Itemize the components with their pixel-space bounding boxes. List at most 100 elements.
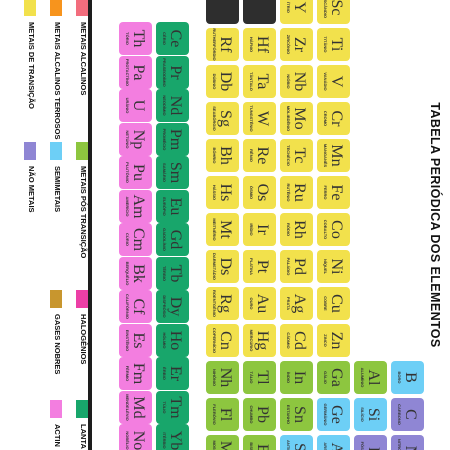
element-tile-cu[interactable]: Cu COBRE [317, 287, 350, 320]
element-tile-db[interactable]: Db DÚBNIO [206, 65, 239, 98]
element-tile-rg[interactable]: Rg ROENTGÊNIO [206, 287, 239, 320]
element-tile-dy[interactable]: Dy DISPRÓSIO [156, 290, 189, 323]
element-tile-cn[interactable]: Cn COPERNÍCIO [206, 324, 239, 357]
element-tile-as[interactable]: AsARSÊNIO [317, 435, 350, 450]
element-tile-tb[interactable]: Tb TÉRBIO [156, 256, 189, 290]
element-tile-y[interactable]: Y ÍTRIO [280, 0, 313, 24]
element-tile-w[interactable]: W TUNGSTÊNIO [243, 102, 276, 135]
element-tile-md[interactable]: Md MENDELÉVIO [119, 390, 152, 424]
element-tile-nh[interactable]: Nh NIHÔNIO [206, 361, 239, 394]
element-tile-bh[interactable]: Bh BÓHRIO [206, 139, 239, 172]
element-tile-hf[interactable]: Hf HÁFNIO [243, 28, 276, 61]
element-tile-co[interactable]: Co COBALTO [317, 213, 350, 246]
element-tile-pm[interactable]: Pm PROMÉCIO [156, 122, 189, 156]
tile-content: Fl FLERÓVIO [206, 398, 239, 431]
element-tile-pd[interactable]: Pd PALÁDIO [280, 250, 313, 283]
element-tile-am[interactable]: Am AMERÍCIO [119, 189, 152, 223]
element-tile-cf[interactable]: Cf CALIFÓRNIO [119, 290, 152, 323]
tile-content: Nb NIÓBIO [280, 65, 313, 98]
element-tile-c[interactable]: C CARBONO [391, 398, 424, 431]
element-tile-ru[interactable]: Ru RUTÊNIO [280, 176, 313, 209]
element-tile-es[interactable]: Es EINSTÊNIO [119, 323, 152, 357]
tile-content: Dy DISPRÓSIO [156, 290, 189, 323]
element-tile-os[interactable]: Os ÓSMIO [243, 176, 276, 209]
element-symbol: Fe [328, 184, 345, 201]
element-tile-ni[interactable]: Ni NÍQUEL [317, 250, 350, 283]
element-tile-v[interactable]: V VANÁDIO [317, 65, 350, 98]
element-tile-al[interactable]: Al ALUMÍNIO [354, 361, 387, 394]
element-tile-sc[interactable]: Sc ESCÂNDIO [317, 0, 350, 24]
element-tile-blank[interactable] [206, 0, 239, 24]
element-name: ÍNDIO [286, 371, 291, 384]
element-tile-fl[interactable]: Fl FLERÓVIO [206, 398, 239, 431]
element-tile-hs[interactable]: Hs HÁSSIO [206, 176, 239, 209]
element-tile-sg[interactable]: Sg SEABÓRGIO [206, 102, 239, 135]
tile-content: B BORO [391, 361, 424, 394]
element-tile-pr[interactable]: Pr PRASEODÍMIO [156, 55, 189, 89]
element-tile-th[interactable]: Th TÓRIO [119, 22, 152, 55]
element-tile-zr[interactable]: Zr ZIRCÔNIO [280, 28, 313, 61]
element-tile-re[interactable]: Re RÊNIO [243, 139, 276, 172]
element-tile-ge[interactable]: Ge GERMÂNIO [317, 398, 350, 431]
element-tile-pu[interactable]: Pu PLUTÔNIO [119, 156, 152, 189]
legend-swatch [76, 290, 88, 308]
element-tile-no[interactable]: No NOBÉLIO [119, 424, 152, 450]
element-tile-sb[interactable]: SbANTIMÔNIO [280, 435, 313, 450]
element-tile-hg[interactable]: Hg MERCÚRIO [243, 324, 276, 357]
element-tile-nb[interactable]: Nb NIÓBIO [280, 65, 313, 98]
element-name: PLUTÔNIO [125, 162, 130, 183]
element-tile-tm[interactable]: Tm TÚLIO [156, 390, 189, 424]
element-tile-au[interactable]: Au OURO [243, 287, 276, 320]
element-tile-cr[interactable]: Cr CROMO [317, 102, 350, 135]
element-tile-ce[interactable]: Ce CÉRIO [156, 22, 189, 55]
element-tile-cm[interactable]: Cm CÚRIO [119, 223, 152, 256]
tile-content: W TUNGSTÊNIO [243, 102, 276, 135]
element-tile-fe[interactable]: Fe FERRO [317, 176, 350, 209]
element-tile-mc[interactable]: McMOSCÓVIO [206, 435, 239, 450]
element-tile-n[interactable]: NNITROGÊNIO [391, 435, 424, 450]
element-tile-ir[interactable]: Ir IRÍDIO [243, 213, 276, 246]
element-tile-pt[interactable]: Pt PLATINA [243, 250, 276, 283]
element-name: VANÁDIO [323, 72, 328, 91]
element-tile-sn[interactable]: Sn ESTANHO [280, 398, 313, 431]
element-tile-np[interactable]: Np NETÚNIO [119, 122, 152, 156]
element-tile-eu[interactable]: Eu EURÓPIO [156, 189, 189, 223]
tile-content: Am AMERÍCIO [119, 190, 152, 223]
element-tile-yb[interactable]: Yb ITÉRBIO [156, 424, 189, 450]
tile-content: Np NETÚNIO [119, 123, 152, 156]
element-tile-bi[interactable]: BiBISMUTO [243, 435, 276, 450]
element-tile-ag[interactable]: Ag PRATA [280, 287, 313, 320]
element-tile-pb[interactable]: Pb CHUMBO [243, 398, 276, 431]
element-tile-mn[interactable]: Mn MANGANÊS [317, 139, 350, 172]
element-tile-ds[interactable]: Ds DARMSTÁDIO [206, 250, 239, 283]
element-name: TÁLIO [249, 371, 254, 384]
element-tile-p[interactable]: PFÓSFORO [354, 435, 387, 450]
element-name: CROMO [323, 110, 328, 127]
element-tile-in[interactable]: In ÍNDIO [280, 361, 313, 394]
element-tile-rh[interactable]: Rh RÓDIO [280, 213, 313, 246]
element-tile-ti[interactable]: Ti TITÂNIO [317, 28, 350, 61]
element-tile-fm[interactable]: Fm FÉRMIO [119, 357, 152, 390]
element-symbol: Eu [167, 197, 184, 215]
element-tile-ga[interactable]: Ga GÁLIO [317, 361, 350, 394]
element-tile-sm[interactable]: Sm SAMÁRIO [156, 156, 189, 189]
element-tile-blank[interactable] [243, 0, 276, 24]
element-tile-b[interactable]: B BORO [391, 361, 424, 394]
element-tile-rf[interactable]: Rf RUTHERFÓRDIO [206, 28, 239, 61]
element-tile-si[interactable]: Si SILÍCIO [354, 398, 387, 431]
element-tile-tl[interactable]: Tl TÁLIO [243, 361, 276, 394]
element-tile-bk[interactable]: Bk BERQUÉLIO [119, 256, 152, 290]
element-tile-ho[interactable]: Ho HÓLMIO [156, 323, 189, 357]
element-tile-nd[interactable]: Nd NEODÍMIO [156, 89, 189, 122]
element-tile-u[interactable]: U URÂNIO [119, 89, 152, 122]
element-tile-zn[interactable]: Zn ZINCO [317, 324, 350, 357]
element-tile-ta[interactable]: Ta TÂNTALO [243, 65, 276, 98]
element-tile-tc[interactable]: Tc TECNÉCIO [280, 139, 313, 172]
element-tile-gd[interactable]: Gd GADOLÍNIO [156, 223, 189, 256]
element-tile-mt[interactable]: Mt MEITNÉRIO [206, 213, 239, 246]
element-symbol: Sc [328, 0, 345, 16]
element-tile-er[interactable]: Er ÉRBIO [156, 357, 189, 390]
element-tile-cd[interactable]: Cd CÁDMIO [280, 324, 313, 357]
element-tile-mo[interactable]: Mo MOLIBDÊNIO [280, 102, 313, 135]
element-tile-pa[interactable]: Pa PROTACTÍNIO [119, 55, 152, 89]
